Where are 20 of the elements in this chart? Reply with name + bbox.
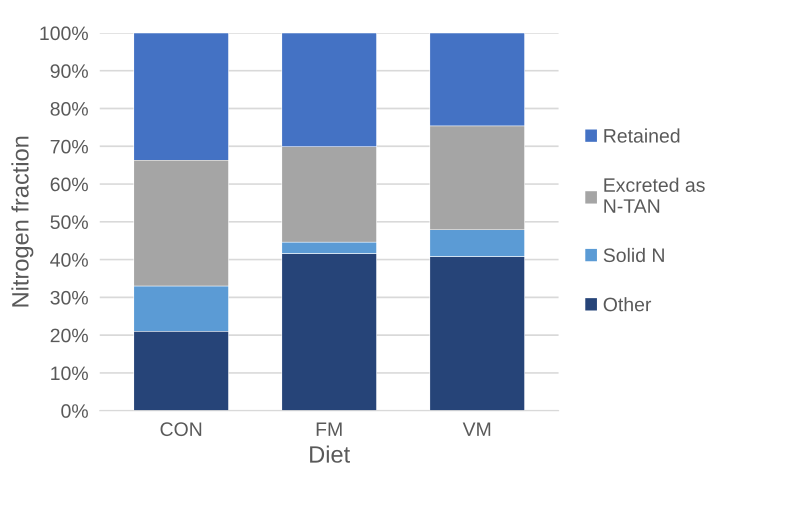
y-tick-label: 100% (40, 26, 88, 40)
x-tick-label: CON (160, 422, 202, 436)
legend-label: Solid N (604, 248, 664, 262)
y-tick-label: 20% (50, 328, 88, 342)
y-axis-title: Nitrogen fraction (11, 136, 34, 306)
x-axis-title: Diet (310, 445, 350, 463)
y-tick-label: 30% (50, 290, 88, 305)
legend-label: Retained (604, 128, 680, 143)
y-tick-label: 50% (50, 215, 88, 230)
legend-label: Other (604, 297, 652, 312)
x-tick-label: FM (316, 422, 342, 436)
y-tick-label: 0% (61, 404, 88, 418)
y-tick-label: 40% (50, 253, 88, 267)
y-tick-label: 10% (51, 366, 88, 380)
y-tick-label: 80% (50, 102, 88, 116)
y-tick-label: 90% (50, 64, 88, 78)
y-tick-label: 70% (50, 140, 88, 154)
legend-label: Excreted as N-TAN (604, 178, 705, 213)
x-tick-label: VM (462, 422, 490, 436)
y-tick-label: 60% (50, 178, 88, 192)
